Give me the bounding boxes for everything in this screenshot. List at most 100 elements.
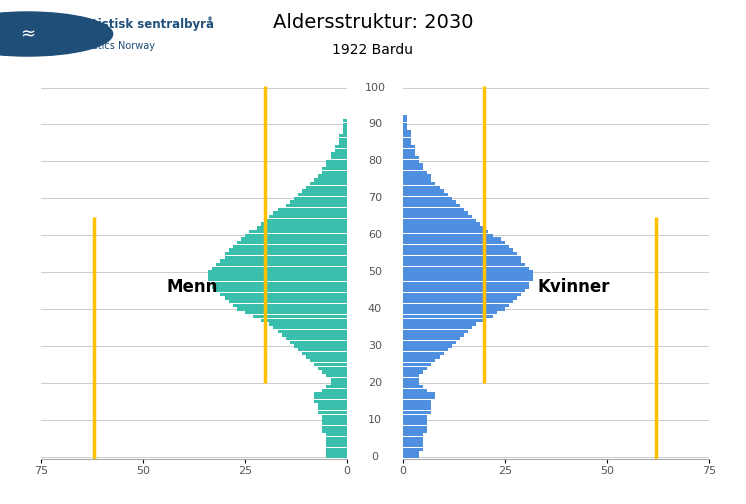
Bar (403, 377, 419, 381)
Bar (322, 167, 347, 170)
Bar (319, 403, 347, 407)
Bar (403, 204, 460, 207)
Bar (221, 260, 347, 263)
Bar (241, 237, 347, 240)
Bar (233, 244, 347, 248)
Bar (403, 433, 423, 436)
Bar (339, 134, 347, 137)
Text: 80: 80 (368, 156, 382, 166)
Bar (403, 141, 411, 145)
Bar (403, 193, 448, 196)
Bar (403, 315, 492, 318)
Bar (302, 190, 347, 193)
Bar (403, 282, 529, 285)
Bar (403, 226, 484, 229)
Bar (216, 289, 347, 292)
Bar (403, 267, 529, 270)
Bar (286, 204, 347, 207)
Bar (403, 407, 431, 410)
Bar (403, 436, 423, 440)
Bar (403, 248, 513, 251)
Bar (319, 366, 347, 370)
Bar (403, 271, 533, 274)
Bar (253, 315, 347, 318)
Bar (322, 429, 347, 432)
Text: 10: 10 (368, 415, 382, 425)
Bar (269, 215, 347, 218)
Bar (403, 319, 484, 322)
Bar (322, 414, 347, 418)
Bar (403, 278, 533, 281)
Bar (236, 241, 347, 244)
Bar (403, 167, 423, 170)
Bar (403, 241, 505, 244)
Bar (403, 341, 456, 344)
Bar (213, 285, 347, 289)
Bar (213, 282, 347, 285)
Text: Statistisk sentralbyrå: Statistisk sentralbyrå (70, 16, 214, 31)
Bar (343, 130, 347, 134)
Bar (403, 307, 505, 311)
Bar (403, 337, 460, 340)
Bar (403, 289, 525, 292)
Bar (403, 440, 423, 444)
Circle shape (0, 12, 113, 56)
Bar (403, 208, 464, 211)
Bar (403, 425, 427, 429)
Bar (403, 452, 419, 455)
Bar (403, 178, 431, 181)
Bar (302, 352, 347, 355)
Bar (403, 256, 521, 259)
Bar (327, 385, 347, 388)
Bar (233, 304, 347, 307)
Bar (403, 211, 468, 215)
Bar (208, 274, 347, 278)
Bar (403, 359, 436, 362)
Bar (403, 348, 448, 351)
Bar (327, 444, 347, 448)
Bar (403, 160, 419, 163)
Bar (327, 452, 347, 455)
Text: 50: 50 (368, 267, 382, 277)
Bar (403, 244, 509, 248)
Bar (289, 341, 347, 344)
Bar (403, 400, 431, 403)
Bar (403, 237, 501, 240)
Bar (403, 330, 468, 333)
Bar (403, 344, 452, 348)
Bar (403, 429, 427, 432)
Bar (249, 230, 347, 233)
Bar (343, 127, 347, 130)
Bar (403, 123, 407, 126)
Bar (403, 197, 452, 200)
Bar (339, 141, 347, 145)
Bar (403, 455, 419, 459)
Bar (403, 174, 431, 178)
Bar (403, 382, 419, 385)
Bar (403, 304, 509, 307)
Bar (403, 418, 427, 421)
Text: 60: 60 (368, 230, 382, 240)
Bar (314, 400, 347, 403)
Bar (403, 448, 423, 451)
Bar (327, 433, 347, 436)
Text: ≈: ≈ (20, 25, 35, 43)
Bar (403, 333, 464, 337)
Bar (257, 226, 347, 229)
Bar (403, 322, 476, 326)
Bar (327, 436, 347, 440)
Bar (403, 149, 415, 152)
Bar (282, 333, 347, 337)
Bar (330, 156, 347, 159)
Bar (266, 219, 347, 222)
Bar (403, 219, 476, 222)
Bar (261, 222, 347, 226)
Bar (225, 252, 347, 256)
Bar (208, 271, 347, 274)
Bar (403, 326, 472, 329)
Bar (245, 311, 347, 314)
Bar (298, 193, 347, 196)
Bar (327, 374, 347, 377)
Bar (322, 422, 347, 425)
Bar (286, 337, 347, 340)
